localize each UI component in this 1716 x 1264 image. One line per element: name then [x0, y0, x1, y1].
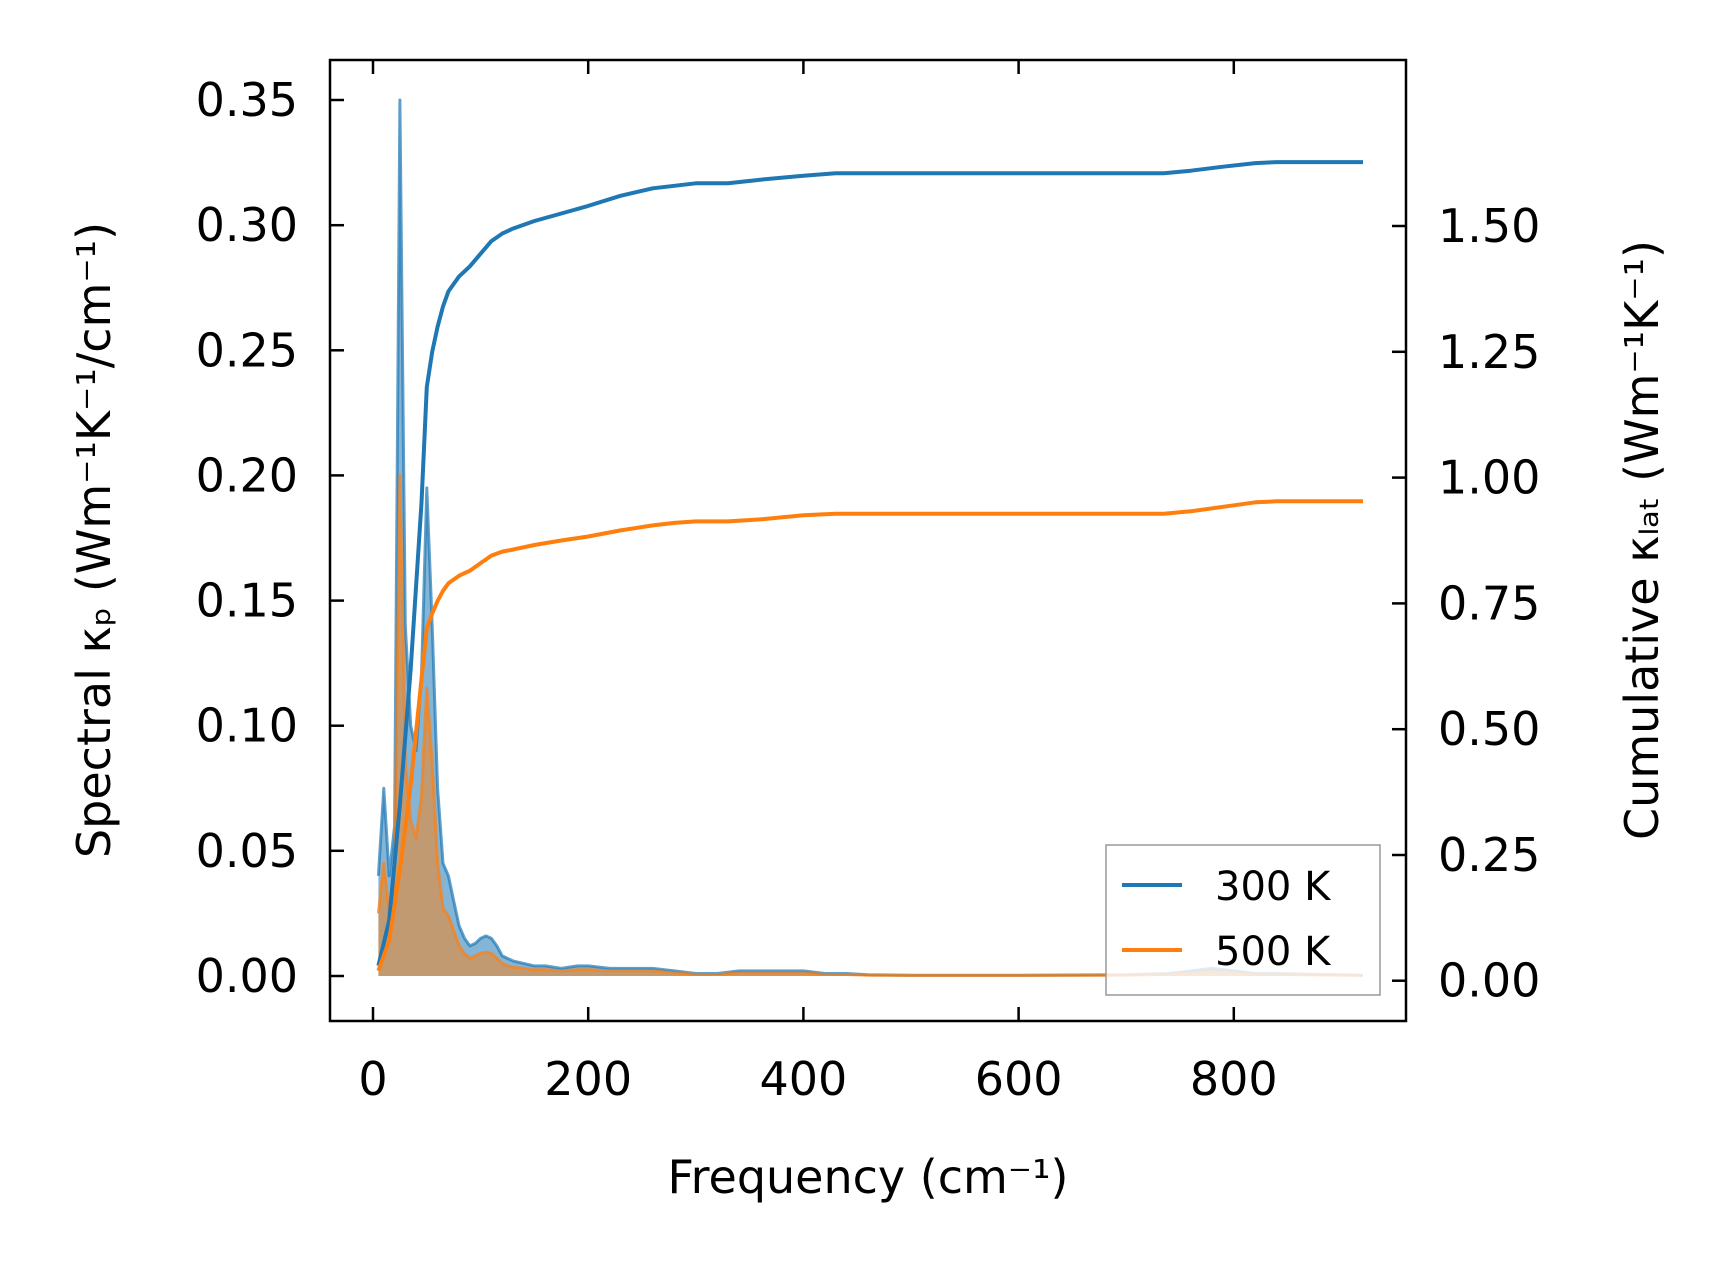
left-y-tick-label: 0.35: [196, 73, 298, 127]
left-y-axis-ticks: 0.00 0.05 0.10 0.15 0.20 0.25 0.30 0.35: [196, 73, 344, 1003]
x-tick-label: 400: [759, 1052, 847, 1106]
right-y-axis-ticks: 0.00 0.25 0.50 0.75 1.00 1.25 1.50: [1392, 199, 1540, 1008]
right-y-tick-label: 0.75: [1438, 576, 1540, 630]
legend-box: [1105, 844, 1381, 996]
legend: 300 K 500 K: [1105, 844, 1381, 996]
right-y-axis-title: Cumulative κₗₐₜ (Wm⁻¹K⁻¹): [1615, 240, 1669, 840]
cumulative-line-300k: [376, 160, 1363, 967]
cumulative-line-500k: [376, 499, 1363, 972]
left-y-tick-label: 0.30: [196, 198, 298, 252]
left-y-axis-title: Spectral κₚ (Wm⁻¹K⁻¹/cm⁻¹): [67, 222, 121, 858]
x-tick-label: 200: [544, 1052, 632, 1106]
spectral-lines: [376, 98, 1364, 977]
right-y-tick-label: 0.50: [1438, 702, 1540, 756]
spectral-line-300k: [376, 98, 1364, 977]
left-y-tick-label: 0.20: [196, 448, 298, 502]
left-y-tick-label: 0.15: [196, 574, 298, 628]
x-axis-title: Frequency (cm⁻¹): [668, 1150, 1069, 1204]
x-tick-label: 600: [975, 1052, 1063, 1106]
right-y-tick-label: 1.25: [1438, 325, 1540, 379]
right-y-tick-label: 1.00: [1438, 451, 1540, 505]
cumulative-lines: [376, 160, 1363, 972]
left-y-tick-label: 0.00: [196, 949, 298, 1003]
left-y-tick-label: 0.25: [196, 323, 298, 377]
legend-label-500k: 500 K: [1215, 929, 1332, 975]
right-y-tick-label: 1.50: [1438, 199, 1540, 253]
x-tick-label: 800: [1190, 1052, 1278, 1106]
left-y-tick-label: 0.10: [196, 699, 298, 753]
right-y-tick-label: 0.25: [1438, 828, 1540, 882]
left-y-tick-label: 0.05: [196, 824, 298, 878]
x-tick-label: 0: [358, 1052, 387, 1106]
x-axis-ticks: 0 200 400 600 800: [358, 60, 1278, 1106]
legend-label-300k: 300 K: [1215, 864, 1332, 910]
right-y-tick-label: 0.00: [1438, 954, 1540, 1008]
plot-frame: [328, 58, 1408, 1023]
